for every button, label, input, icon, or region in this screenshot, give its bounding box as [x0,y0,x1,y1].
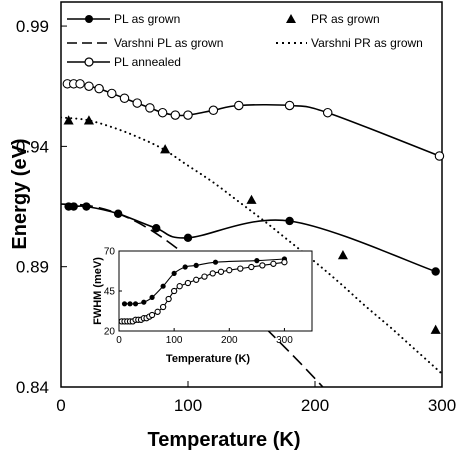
main-x-tick-label: 0 [56,396,65,415]
main-series-4-point [284,100,295,111]
inset-y-tick-label: 20 [104,327,116,338]
inset-y-axis-label: FWHM (meV) [92,257,104,325]
main-series-4-point [157,107,168,118]
inset-x-tick-label: 300 [276,335,293,346]
inset-series [118,256,288,325]
inset-series-1-point [217,268,225,275]
legend-marker-pl-annealed [84,57,94,67]
inset-series-1-point [237,265,244,272]
inset-series-0-point [171,270,177,276]
main-series-1-point [430,324,441,334]
legend-marker-pl-as-grown [85,15,93,23]
inset-series-1-point [209,270,216,277]
main-series [61,79,445,387]
inset-series-1-point [170,287,178,295]
main-series-4-point [434,151,445,161]
inset-series-1-point [270,260,277,267]
legend-label-pl-annealed: PL annealed [114,55,181,69]
main-series-4-point [322,107,333,118]
main-series-4-point [107,88,117,99]
main-y-tick-label: 0.99 [16,17,49,36]
legend-label-pl-as-grown: PL as grown [114,12,180,26]
main-x-tick-label: 100 [174,396,202,415]
main-series-4-point [84,81,94,91]
legend-entry-varshni-pl: Varshni PL as grown [67,36,223,50]
inset-series-1-point [201,273,208,280]
inset-series-1-point [248,263,255,271]
inset-series-0-point [132,301,139,307]
inset-series-1-point [165,295,172,303]
main-y-tick-label: 0.94 [16,137,49,156]
main-series-4-point [94,83,104,94]
main-series-3-line [61,116,442,375]
main-series-4-point [208,105,219,116]
main-series-0-point [113,209,123,218]
inset-series-0-point [193,262,199,268]
inset-series-0-point [121,301,128,307]
main-series-1-point [337,250,348,260]
inset-series-0-point [212,259,219,265]
inset-x-tick-label: 0 [116,335,122,346]
main-series-1-point [160,144,171,154]
main-series-0-point [152,223,161,233]
legend-entry-pl-annealed: PL annealed [67,55,181,69]
legend-entry-pl-as-grown: PL as grown [67,12,180,26]
legend: PL as grown PR as grown Varshni PL as gr… [67,12,423,69]
inset-series-1-point [176,283,183,290]
inset-ticks: 0 100 200 300 20 45 70 [104,247,293,347]
inset-series-0-point [127,301,133,307]
inset-series-0-point [141,299,147,305]
legend-marker-pr-as-grown [286,14,296,23]
main-series-1-point [63,115,74,125]
main-series-4-point [145,103,155,113]
inset-series-0-point [149,294,155,300]
main-series-0-point [431,267,440,276]
legend-label-varshni-pr: Varshni PR as grown [311,36,423,50]
inset-series-1-point [226,267,233,274]
main-series-4-point [119,93,130,104]
inset-series-1-point [159,303,167,311]
legend-entry-pr-as-grown: PR as grown [286,12,380,26]
x-axis-label: Temperature (K) [148,429,301,451]
main-x-tick-label: 200 [301,396,329,415]
main-series-0-point [82,202,91,211]
main-series-4-point [75,79,85,89]
inset-series-1-point [148,311,156,319]
plot-frame [60,1,443,388]
inset-x-axis-label: Temperature (K) [166,353,250,365]
main-series-1-point [83,115,94,125]
inset-x-tick-label: 100 [166,335,183,346]
main-series-1-point [246,194,257,204]
inset-series-1-point [154,308,161,315]
inset-chart: 0 100 200 300 20 45 70 Temperature (K) FWHM (m… [92,247,313,365]
inset-series-1-point [259,262,266,269]
legend-label-pr-as-grown: PR as grown [311,12,380,26]
main-y-tick-label: 0.84 [16,378,49,397]
main-series-4-point [170,110,181,120]
inset-y-tick-label: 45 [104,287,116,298]
inset-series-0-point [254,258,260,264]
main-axes [60,1,443,388]
inset-series-0-point [182,264,188,270]
inset-y-tick-label: 70 [104,247,116,258]
main-series-4-point [234,100,244,111]
inset-x-tick-label: 200 [221,335,238,346]
inset-series-0-point [160,283,166,289]
main-series-4-point [183,110,193,120]
main-series-0-point [285,216,294,226]
y-axis-label: Energy (eV) [9,138,31,249]
main-series-0-point [183,233,193,243]
inset-series-1-point [281,259,288,266]
inset-series-1-point [193,276,200,283]
inset-series-1-point [184,279,192,287]
main-y-tick-label: 0.89 [16,258,49,277]
main-series-0-point [69,202,78,211]
legend-entry-varshni-pr: Varshni PR as grown [276,36,423,50]
main-x-tick-label: 300 [428,396,456,415]
main-series-4-point [132,98,142,108]
legend-label-varshni-pl: Varshni PL as grown [114,36,223,50]
